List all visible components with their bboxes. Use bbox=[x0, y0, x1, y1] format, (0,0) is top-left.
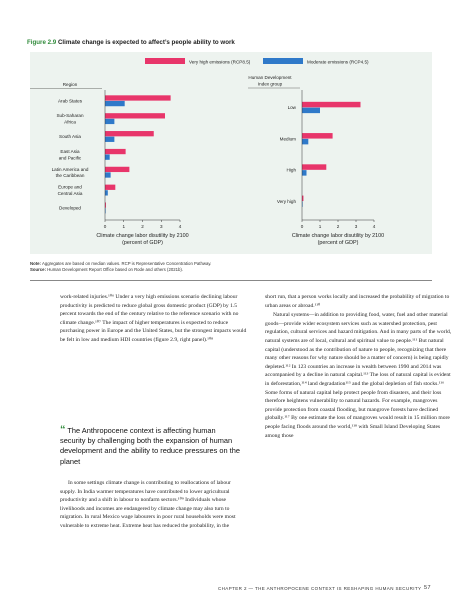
category-label: East Asia bbox=[60, 149, 80, 154]
x-axis-label: Climate change labor disutility by 2100 bbox=[292, 233, 384, 239]
bar-high bbox=[105, 166, 130, 173]
chart-header: Human Development bbox=[248, 75, 292, 80]
bar-moderate bbox=[302, 170, 307, 176]
bar-moderate bbox=[105, 100, 125, 107]
category-label: Latin America and bbox=[52, 167, 89, 172]
bar-moderate bbox=[105, 172, 111, 178]
bar-high bbox=[105, 131, 154, 137]
x-tick-label: 1 bbox=[319, 224, 322, 229]
category-label: and Pacific bbox=[59, 155, 82, 160]
legend-swatch-moderate bbox=[263, 58, 303, 64]
x-tick-label: 2 bbox=[141, 224, 144, 229]
paragraph: Natural systems—in addition to providing… bbox=[265, 312, 452, 439]
paragraph: work-related injuries.¹⁰⁶ Under a very h… bbox=[60, 294, 247, 343]
bar-moderate bbox=[105, 154, 110, 160]
x-tick-label: 2 bbox=[337, 224, 340, 229]
x-tick-label: 3 bbox=[355, 224, 358, 229]
category-label: Arab States bbox=[58, 99, 83, 104]
bar-high bbox=[302, 164, 327, 170]
left-chart-region: Region Arab States Sub-Saharan Africa South … bbox=[30, 82, 189, 246]
quote-mark-icon: “ bbox=[60, 424, 66, 436]
chart-legend: Very high emissions (RCP8.5) Moderate emi… bbox=[145, 58, 369, 65]
divider bbox=[30, 280, 432, 281]
x-axis-label: (percent of GDP) bbox=[122, 240, 163, 246]
figure-panel: Very high emissions (RCP8.5) Moderate emi… bbox=[30, 52, 432, 254]
bar-moderate bbox=[105, 190, 108, 196]
category-label: Europe and bbox=[58, 185, 82, 190]
bar-moderate bbox=[105, 118, 115, 125]
x-tick-label: 0 bbox=[301, 224, 304, 229]
paragraph: In some settings climate change is contr… bbox=[60, 480, 236, 529]
figure-note: Note: Aggregates are based on median val… bbox=[30, 261, 211, 273]
category-label: High bbox=[287, 168, 297, 173]
category-label: Very high bbox=[277, 199, 297, 204]
bar-moderate bbox=[105, 208, 106, 214]
bar-moderate bbox=[302, 138, 309, 145]
bar-high bbox=[105, 148, 126, 155]
footer-chapter: CHAPTER 2 — THE ANTHROPOCENE CONTEXT IS … bbox=[218, 586, 422, 591]
note-text: Aggregates are based on median values. R… bbox=[41, 261, 212, 266]
bar-moderate bbox=[105, 136, 115, 142]
x-tick-label: 0 bbox=[104, 224, 107, 229]
bar-high bbox=[302, 101, 361, 108]
page-number: 57 bbox=[424, 585, 431, 591]
x-axis-label: Climate change labor disutility by 2100 bbox=[96, 233, 188, 239]
bar-high bbox=[105, 184, 116, 190]
x-tick-label: 3 bbox=[160, 224, 163, 229]
x-tick-label: 4 bbox=[373, 224, 376, 229]
chart-header: Index group bbox=[258, 82, 283, 87]
bar-high bbox=[105, 95, 171, 101]
category-label: Developed bbox=[59, 206, 81, 211]
figure-title-text: Climate change is expected to affect’s p… bbox=[57, 39, 235, 46]
figure-chart: Very high emissions (RCP8.5) Moderate emi… bbox=[30, 58, 384, 246]
bar-moderate bbox=[302, 201, 303, 207]
figure-title: Figure 2.9 Climate change is expected to… bbox=[27, 39, 235, 46]
category-label: Africa bbox=[64, 120, 76, 125]
right-chart-hdi: Human Development Index group Low Medium Hig… bbox=[248, 75, 384, 246]
bar-high bbox=[105, 202, 106, 208]
bar-high bbox=[105, 113, 165, 119]
legend-label-high: Very high emissions (RCP8.5) bbox=[189, 60, 251, 65]
source-text: Human Development Report Office based on… bbox=[47, 267, 184, 272]
paragraph: short run, that a person works locally a… bbox=[265, 294, 450, 309]
category-label: Low bbox=[288, 105, 297, 110]
bar-high bbox=[302, 195, 304, 202]
category-label: Medium bbox=[280, 136, 297, 141]
category-label: the Caribbean bbox=[56, 173, 85, 178]
body-column-left-lower: In some settings climate change is contr… bbox=[60, 479, 248, 532]
category-label: Sub-Saharan bbox=[56, 113, 84, 118]
category-label: Central Asia bbox=[58, 191, 83, 196]
body-column-right: short run, that a person works locally a… bbox=[265, 293, 453, 441]
x-axis-label: (percent of GDP) bbox=[318, 240, 359, 246]
note-label: Note: bbox=[30, 261, 41, 266]
category-label: South Asia bbox=[59, 134, 81, 139]
bar-high bbox=[302, 133, 333, 139]
source-label: Source: bbox=[30, 267, 46, 272]
legend-swatch-high bbox=[145, 58, 185, 64]
x-tick-label: 1 bbox=[122, 224, 125, 229]
figure-number: Figure 2.9 bbox=[27, 39, 57, 46]
pull-quote: “ The Anthropocene context is affecting … bbox=[60, 425, 240, 467]
legend-label-moderate: Moderate emissions (RCP4.5) bbox=[307, 60, 369, 65]
x-tick-label: 4 bbox=[179, 224, 182, 229]
chart-header: Region bbox=[63, 82, 78, 87]
body-column-left: work-related injuries.¹⁰⁶ Under a very h… bbox=[60, 293, 248, 346]
bar-moderate bbox=[302, 107, 320, 114]
pull-quote-text: The Anthropocene context is affecting hu… bbox=[60, 426, 240, 466]
